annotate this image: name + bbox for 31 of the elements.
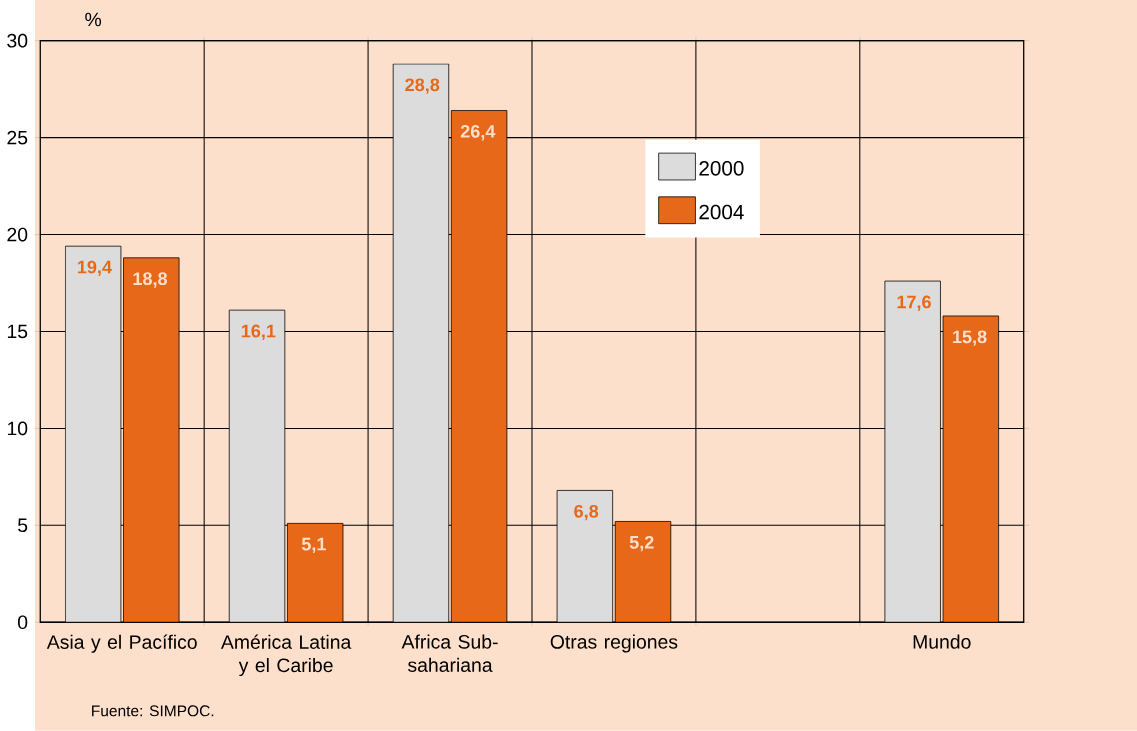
x-tick-label: Africa Sub-sahariana	[401, 634, 498, 673]
x-tick-label: Otras regiones	[550, 634, 678, 653]
data-label: 18,8	[133, 272, 168, 288]
y-tick-label: 5	[18, 518, 28, 533]
bar	[450, 110, 508, 623]
bar	[123, 257, 180, 623]
y-tick-label: 30	[7, 33, 28, 48]
y-tick-label: 10	[7, 421, 28, 436]
bar	[942, 315, 999, 623]
data-label: 26,4	[460, 125, 496, 141]
x-tick-label: América Latina y el Caribe	[220, 634, 352, 677]
bar	[614, 521, 672, 623]
bar	[287, 523, 344, 623]
data-label: 17,6	[897, 295, 931, 312]
x-tick-label: Mundo	[913, 634, 971, 649]
data-label: 6,8	[574, 504, 599, 521]
data-label: 28,8	[405, 78, 440, 94]
legend-label: 2004	[699, 204, 744, 220]
y-tick-label: 25	[7, 130, 28, 145]
y-tick-label: 15	[7, 324, 28, 339]
y-tick-label: 20	[7, 227, 28, 242]
data-label: 5,2	[629, 536, 654, 552]
y-axis-title: %	[85, 12, 102, 27]
data-label: 15,8	[953, 330, 987, 346]
data-label: 16,1	[241, 324, 276, 341]
legend-label: 2000	[699, 161, 744, 176]
data-label: 5,1	[301, 537, 326, 554]
source-note: Fuente: SIMPOC.	[92, 705, 214, 717]
y-tick-label: 0	[18, 615, 28, 630]
x-tick-label: Asia y el Pacífico	[46, 634, 197, 653]
data-label: 19,4	[77, 260, 112, 277]
